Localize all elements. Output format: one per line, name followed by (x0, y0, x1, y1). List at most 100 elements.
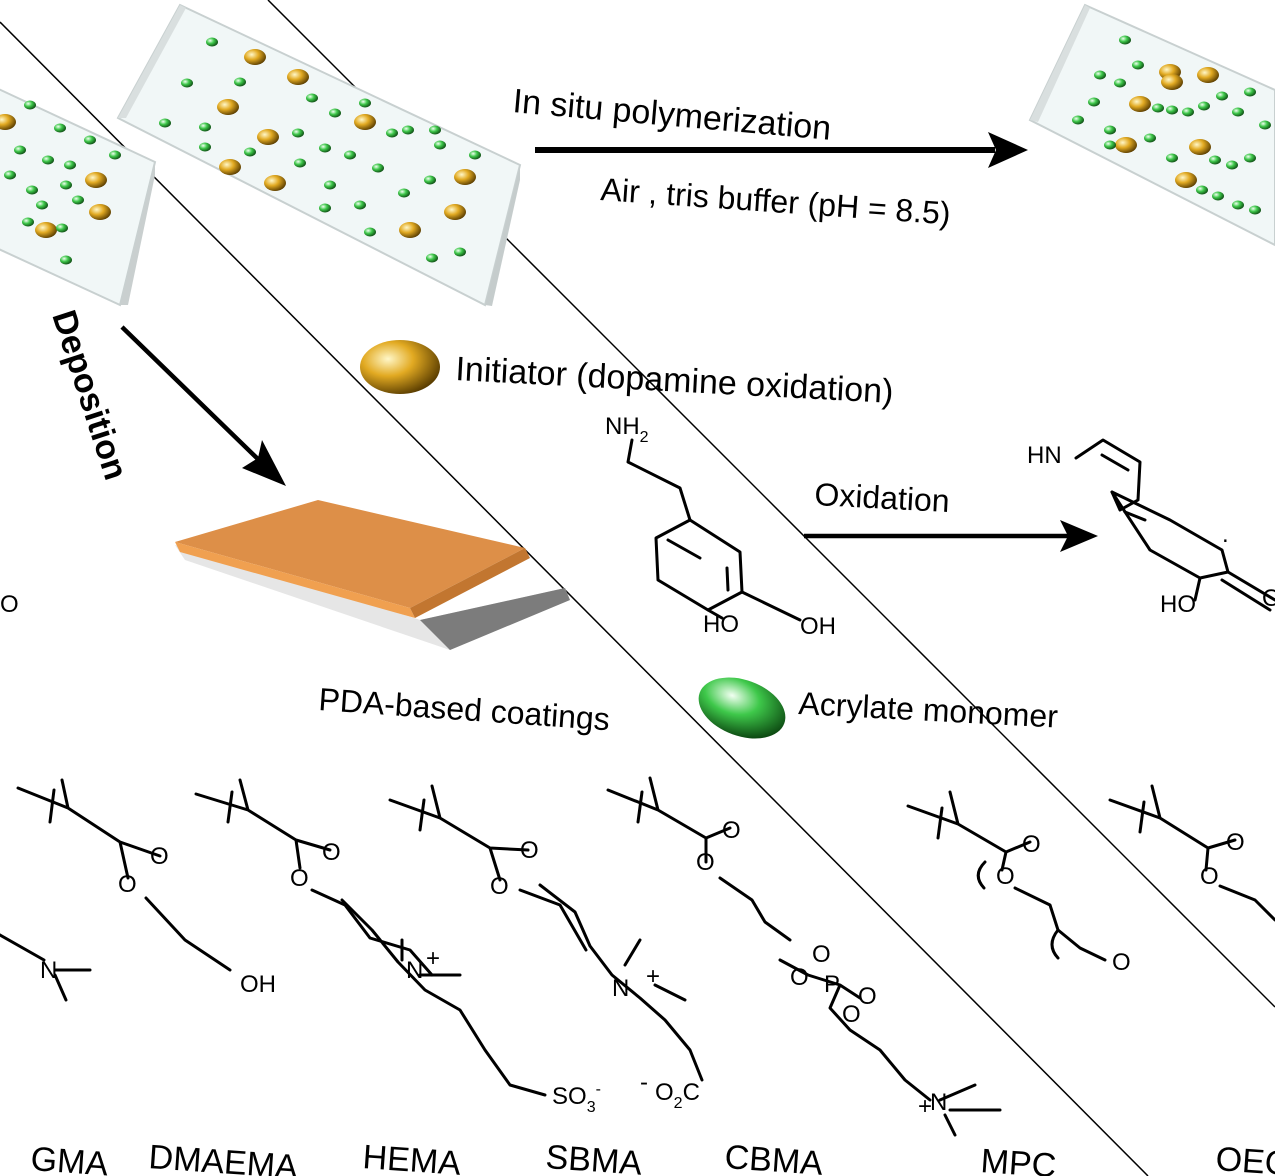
monomer-particle (234, 77, 246, 87)
monomer-particle (1216, 91, 1228, 101)
monomer-particle (372, 163, 384, 173)
gma-o1: O (150, 843, 169, 870)
hema-so3: SO3- (552, 1081, 601, 1116)
slab-left-particles (0, 100, 121, 265)
deposition-arrow (120, 325, 264, 465)
monomer-cbma-structure: O O P O O N + (778, 941, 1002, 1137)
monomer-name-gma: GMA (29, 1140, 109, 1176)
monomer-particle (1209, 155, 1221, 165)
initiator-particle (1189, 139, 1211, 155)
monomer-particle (1088, 97, 1100, 107)
initiator-particle (1115, 137, 1137, 153)
monomer-particle (109, 150, 121, 160)
oxidation-arrowhead (1060, 520, 1098, 552)
initiator-particle (287, 69, 309, 85)
initiator-particle (85, 172, 107, 188)
monomer-name-cbma: CBMA (723, 1138, 824, 1176)
initiator-particle (257, 129, 279, 145)
oeg-o1: O (1226, 829, 1245, 856)
monomer-particle (22, 217, 34, 227)
monomer-name-dmaema: DMAEMA (147, 1138, 299, 1176)
dmaema-o2: O (290, 865, 309, 892)
monomer-particle (1198, 101, 1210, 111)
monomer-name-mpc: MPC (979, 1142, 1057, 1176)
monomer-particle (1249, 205, 1261, 215)
monomer-particle (14, 145, 26, 155)
monomer-particle (1144, 133, 1156, 143)
left-edge-fragment: O (0, 591, 19, 618)
initiator-particle (219, 159, 241, 175)
acrylate-legend-label: Acrylate monomer (798, 685, 1060, 735)
monomer-particle (199, 142, 211, 152)
monomer-particle (26, 185, 38, 195)
cbma-o4: O (842, 1001, 861, 1028)
polymerization-arrowhead (988, 132, 1028, 168)
monomer-particle (54, 123, 66, 133)
monomer-particle (56, 223, 68, 233)
initiator-particle (89, 204, 111, 220)
acrylate-legend-icon (698, 677, 786, 739)
monomer-particle (1244, 87, 1256, 97)
dopamine-oh: OH (800, 613, 836, 640)
initiator-particle (1161, 74, 1183, 90)
monomer-particle (402, 125, 414, 135)
monomer-name-sbma: SBMA (544, 1138, 643, 1176)
oxidized-hn: HN (1027, 442, 1062, 469)
monomer-gma-structure: O O N O (0, 591, 169, 1002)
oxidation-label: Oxidation (814, 476, 951, 519)
dopamine-structure: NH2 HO OH (605, 413, 836, 640)
dopamine-nh2: NH2 (605, 413, 649, 446)
hema-o2: O (490, 873, 509, 900)
initiator-particle (444, 204, 466, 220)
monomer-particle (1244, 153, 1256, 163)
slab-middle-particles (159, 37, 481, 263)
monomer-particle (386, 128, 398, 138)
monomer-particle (364, 227, 376, 237)
initiator-particle (35, 222, 57, 238)
deposition-arrowhead (242, 440, 286, 486)
cbma-p: P (824, 971, 840, 998)
monomer-particle (319, 203, 331, 213)
initiator-particle (399, 222, 421, 238)
monomer-particle (1104, 125, 1116, 135)
monomer-dmaema-structure: O O OH (144, 778, 434, 998)
mpc-o1: O (1022, 831, 1041, 858)
initiator-particle (1175, 172, 1197, 188)
monomer-hema-structure: O O N + SO3- (340, 784, 601, 1116)
sbma-o1: O (722, 817, 741, 844)
monomer-particle (434, 140, 446, 150)
monomer-mpc-structure: O O O (906, 790, 1131, 976)
monomer-particle (344, 150, 356, 160)
monomer-particle (454, 247, 466, 257)
monomer-particle (1212, 191, 1224, 201)
monomer-name-oeg: OEG (1214, 1140, 1275, 1176)
in-situ-label: In situ polymerization (511, 82, 832, 148)
monomer-particle (60, 255, 72, 265)
monomer-name-hema: HEMA (361, 1138, 462, 1176)
monomer-particle (359, 98, 371, 108)
monomer-particle (84, 135, 96, 145)
monomer-particle (426, 253, 438, 263)
oxidized-ho: HO (1160, 591, 1196, 618)
slab-right-particles (1072, 35, 1271, 215)
monomer-particle (329, 108, 341, 118)
oxidized-dopamine-structure: HN HO O . (1027, 438, 1275, 618)
monomer-particle (1232, 107, 1244, 117)
monomer-particle (1072, 115, 1084, 125)
monomer-particle (64, 160, 76, 170)
monomer-particle (398, 188, 410, 198)
monomer-particle (4, 170, 16, 180)
monomer-particle (1232, 200, 1244, 210)
monomer-particle (1166, 105, 1178, 115)
initiator-particle (264, 175, 286, 191)
initiator-particle (0, 114, 16, 130)
monomer-particle (429, 125, 441, 135)
pda-coatings-label: PDA-based coatings (318, 681, 612, 737)
initiator-legend-icon (360, 340, 440, 394)
sbma-n: N (612, 975, 629, 1002)
monomer-oeg-structure: O O (1108, 784, 1275, 922)
gma-o2: O (118, 871, 137, 898)
initiator-particle (1197, 67, 1219, 83)
monomer-particle (424, 175, 436, 185)
cbma-o2: O (790, 964, 809, 991)
